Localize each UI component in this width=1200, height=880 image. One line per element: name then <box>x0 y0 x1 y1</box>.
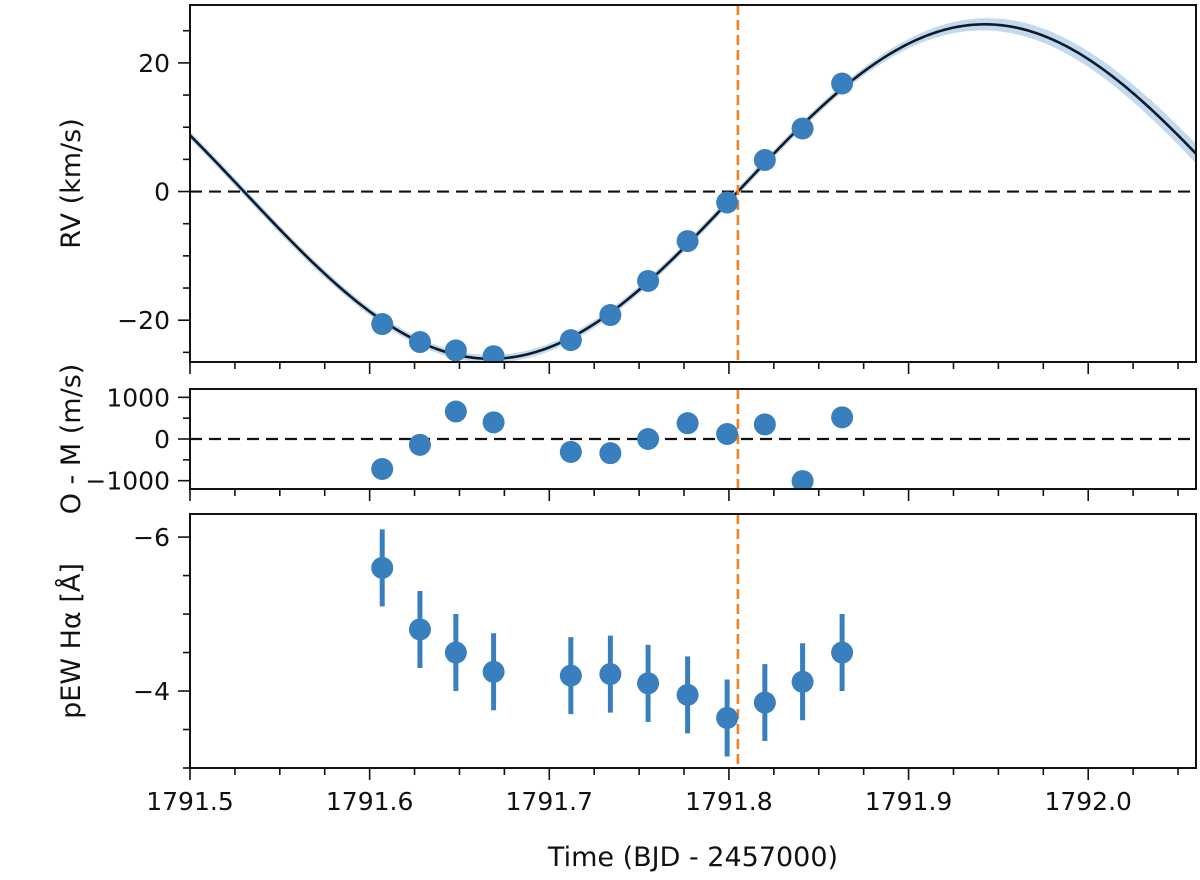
data-point <box>831 72 854 95</box>
data-point <box>676 412 699 435</box>
rv-y-axis-label: RV (km/s) <box>56 118 87 249</box>
residuals-plot-area <box>190 389 1196 489</box>
data-point <box>831 406 854 429</box>
halpha-y-axis-label: pEW Hα [Å] <box>55 563 87 719</box>
data-point <box>676 683 699 706</box>
data-point <box>482 345 505 362</box>
x-tick-label: 1791.9 <box>865 787 952 816</box>
y-tick-label: 0 <box>154 178 170 207</box>
x-tick-label: 1791.6 <box>326 787 413 816</box>
data-point <box>599 663 622 686</box>
data-point <box>753 413 776 436</box>
data-point <box>599 442 622 465</box>
data-point <box>444 339 467 362</box>
y-tick-label: 0 <box>154 425 170 454</box>
x-axis-label: Time (BJD - 2457000) <box>547 842 838 873</box>
halpha-plot-area <box>371 514 854 768</box>
data-point <box>559 664 582 687</box>
y-tick-label: −1000 <box>85 467 170 496</box>
data-point <box>482 411 505 434</box>
data-point <box>791 670 814 693</box>
data-point <box>637 269 660 292</box>
y-tick-label: −20 <box>117 306 170 335</box>
data-point <box>637 672 660 695</box>
data-point <box>791 117 814 140</box>
y-tick-label: 20 <box>138 49 170 78</box>
data-point <box>482 660 505 683</box>
data-point <box>676 230 699 253</box>
data-point <box>716 191 739 214</box>
data-point <box>831 641 854 664</box>
rv-panel: −20 0 20 RV (km/s) <box>56 4 1197 374</box>
data-point <box>371 556 394 579</box>
x-tick-label: 1791.7 <box>506 787 593 816</box>
data-point <box>444 641 467 664</box>
data-point <box>599 304 622 327</box>
data-point <box>637 428 660 450</box>
data-point <box>791 470 814 489</box>
data-point <box>408 433 431 456</box>
residuals-panel: −1000 0 1000 O - M (m/s) <box>56 364 1197 515</box>
model-uncertainty-band <box>190 18 1196 362</box>
data-point <box>408 331 431 354</box>
data-point <box>753 691 776 714</box>
data-point <box>716 706 739 729</box>
residuals-y-axis-label: O - M (m/s) <box>56 364 87 515</box>
data-point <box>559 329 582 352</box>
halpha-panel: 1791.5 1791.6 1791.7 1791.8 1791.9 1792.0 −6 −4… <box>55 513 1197 873</box>
x-tick-label: 1792.0 <box>1044 787 1131 816</box>
data-point <box>444 400 467 423</box>
data-point <box>371 458 394 480</box>
y-tick-label: −6 <box>133 523 170 552</box>
rv-plot-area <box>190 5 1196 362</box>
data-point <box>408 618 431 641</box>
rv-frame <box>189 4 1197 363</box>
data-point <box>371 313 394 336</box>
data-point <box>559 440 582 463</box>
x-tick-label: 1791.5 <box>146 787 233 816</box>
halpha-frame <box>189 513 1197 769</box>
y-tick-label: −4 <box>133 677 170 706</box>
x-tick-label: 1791.8 <box>685 787 772 816</box>
y-tick-label: 1000 <box>106 383 170 412</box>
data-point <box>716 423 739 445</box>
data-point <box>753 149 776 172</box>
